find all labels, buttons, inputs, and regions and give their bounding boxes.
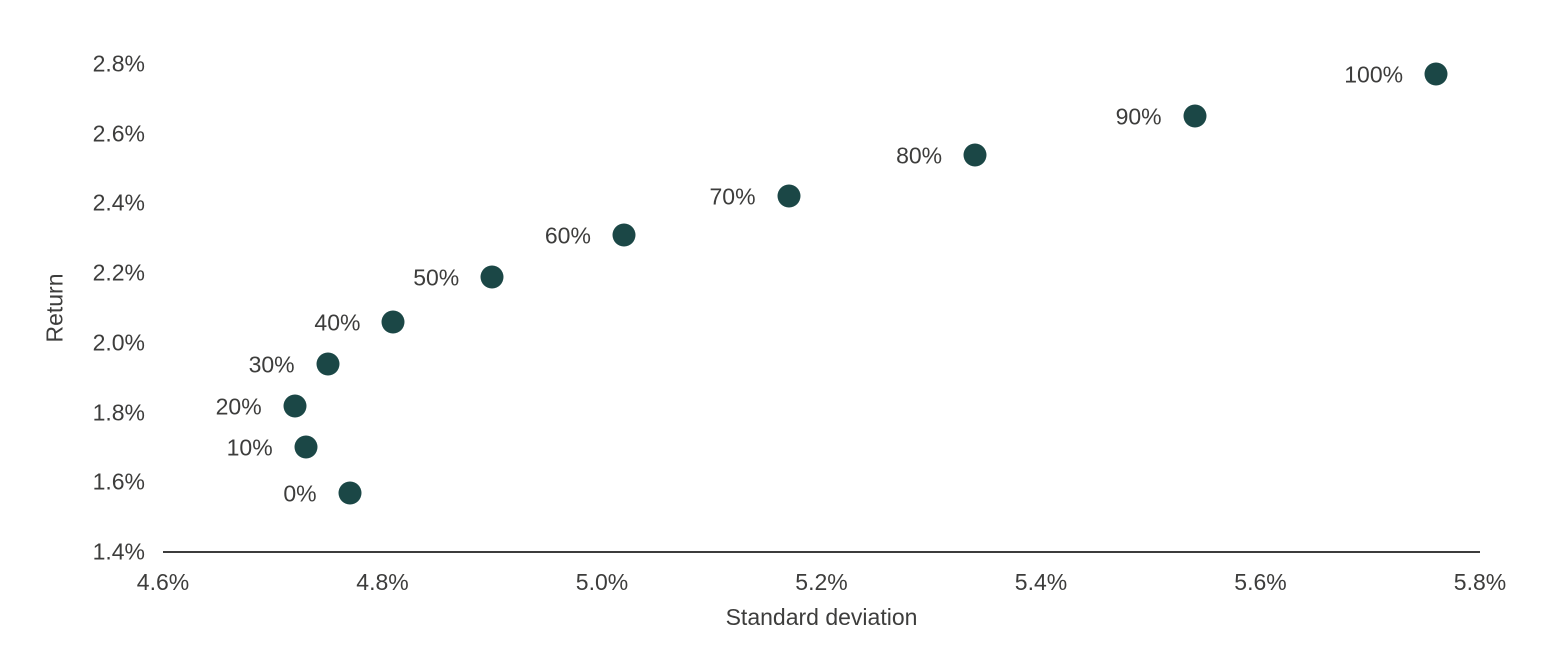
data-point-10pct (294, 435, 318, 459)
data-point-label: 0% (283, 480, 317, 507)
data-point-label: 90% (1115, 103, 1162, 130)
data-point-label: 70% (709, 183, 756, 210)
data-point-0pct (338, 481, 362, 505)
data-point-30pct (316, 352, 340, 376)
data-point-70pct (777, 184, 801, 208)
data-point-label: 20% (215, 393, 262, 420)
data-point-100pct (1424, 62, 1448, 86)
y-tick-label: 2.6% (92, 120, 145, 147)
data-point-40pct (381, 310, 405, 334)
data-point-label: 80% (896, 142, 943, 169)
x-tick-label: 5.6% (1234, 569, 1287, 595)
x-tick-label: 5.0% (575, 569, 629, 595)
data-point-90pct (1183, 104, 1207, 128)
data-point-label: 40% (314, 309, 361, 336)
data-point-20pct (283, 394, 307, 418)
y-tick-label: 1.8% (92, 399, 145, 426)
data-point-label: 30% (248, 351, 295, 378)
data-point-50pct (480, 265, 504, 289)
y-tick-label: 2.4% (92, 189, 145, 216)
data-point-60pct (612, 223, 636, 247)
x-tick-label: 4.6% (136, 569, 190, 595)
data-point-label: 50% (413, 264, 460, 291)
x-tick-label: 4.8% (356, 569, 409, 595)
x-tick-label: 5.4% (1014, 569, 1068, 595)
y-tick-label: 2.2% (92, 259, 145, 286)
y-tick-label: 2.8% (92, 50, 145, 77)
x-tick-label: 5.8% (1453, 569, 1507, 595)
x-tick-label: 5.2% (795, 569, 848, 595)
data-point-80pct (963, 143, 987, 167)
y-tick-label: 2.0% (92, 329, 145, 356)
x-axis-title: Standard deviation (725, 604, 918, 630)
data-point-label: 10% (226, 434, 273, 461)
data-point-label: 100% (1344, 61, 1404, 88)
y-axis-title: Return (41, 273, 68, 343)
data-point-label: 60% (544, 222, 591, 249)
y-tick-label: 1.4% (92, 538, 145, 565)
y-tick-label: 1.6% (92, 468, 145, 495)
x-axis-line (163, 551, 1480, 553)
